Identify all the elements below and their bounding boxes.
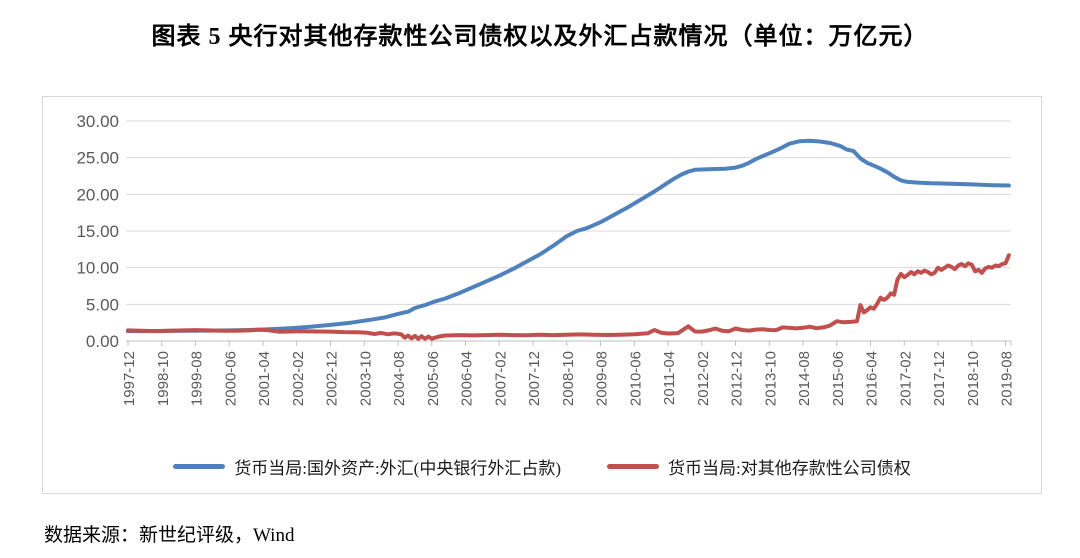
svg-text:2019-08: 2019-08 — [999, 351, 1016, 406]
svg-text:2008-10: 2008-10 — [560, 351, 577, 406]
svg-text:15.00: 15.00 — [76, 222, 119, 241]
svg-text:25.00: 25.00 — [76, 149, 119, 168]
svg-text:10.00: 10.00 — [76, 259, 119, 278]
svg-text:2000-06: 2000-06 — [222, 351, 239, 406]
legend-item-claims: 货币当局:对其他存款性公司债权 — [607, 454, 911, 479]
svg-text:2004-08: 2004-08 — [391, 351, 408, 406]
svg-text:2013-10: 2013-10 — [762, 351, 779, 406]
svg-text:2011-04: 2011-04 — [661, 351, 678, 405]
svg-text:1998-10: 1998-10 — [155, 351, 172, 406]
svg-text:2012-02: 2012-02 — [695, 351, 712, 406]
svg-text:2005-06: 2005-06 — [425, 351, 442, 406]
svg-text:2007-12: 2007-12 — [526, 351, 543, 406]
svg-text:2009-08: 2009-08 — [594, 351, 611, 406]
svg-text:1999-08: 1999-08 — [189, 351, 206, 406]
svg-text:2003-10: 2003-10 — [357, 351, 374, 406]
svg-text:2015-06: 2015-06 — [830, 351, 847, 406]
svg-text:5.00: 5.00 — [86, 295, 119, 314]
data-source: 数据来源：新世纪评级，Wind — [44, 525, 295, 546]
svg-text:1997-12: 1997-12 — [121, 351, 138, 406]
svg-text:0.00: 0.00 — [86, 332, 119, 351]
svg-text:2006-04: 2006-04 — [459, 351, 476, 406]
chart-title: 图表 5 央行对其他存款性公司债权以及外汇占款情况（单位：万亿元） — [151, 24, 929, 50]
svg-text:2017-12: 2017-12 — [931, 351, 948, 406]
legend-swatch-red-line-icon — [607, 464, 660, 469]
svg-text:2002-12: 2002-12 — [324, 351, 341, 406]
svg-text:2002-02: 2002-02 — [290, 351, 307, 406]
legend-item-fx-holdings: 货币当局:国外资产:外汇(中央银行外汇占款) — [173, 454, 561, 479]
legend-label-fx-holdings: 货币当局:国外资产:外汇(中央银行外汇占款) — [234, 459, 562, 478]
svg-text:2014-08: 2014-08 — [796, 351, 813, 406]
svg-text:2001-04: 2001-04 — [256, 351, 273, 406]
svg-text:2007-02: 2007-02 — [492, 351, 509, 406]
line-chart: 30.00 25.00 20.00 15.00 10.00 5.00 0.001997-12… — [76, 112, 1016, 406]
svg-text:2016-04: 2016-04 — [864, 351, 881, 406]
chart-area: 30.00 25.00 20.00 15.00 10.00 5.00 0.00 1997-12… — [42, 96, 1042, 494]
svg-text:30.00: 30.00 — [76, 112, 119, 131]
svg-text:2010-06: 2010-06 — [627, 351, 644, 406]
legend-swatch-blue-line-icon — [173, 464, 226, 469]
svg-text:20.00: 20.00 — [76, 185, 119, 204]
legend-label-claims: 货币当局:对其他存款性公司债权 — [668, 459, 911, 478]
chart-legend: 货币当局:国外资产:外汇(中央银行外汇占款) 货币当局:对其他存款性公司债权 — [43, 454, 1041, 479]
svg-text:2017-02: 2017-02 — [897, 351, 914, 406]
svg-text:2018-10: 2018-10 — [965, 351, 982, 406]
svg-text:2012-12: 2012-12 — [729, 351, 746, 406]
